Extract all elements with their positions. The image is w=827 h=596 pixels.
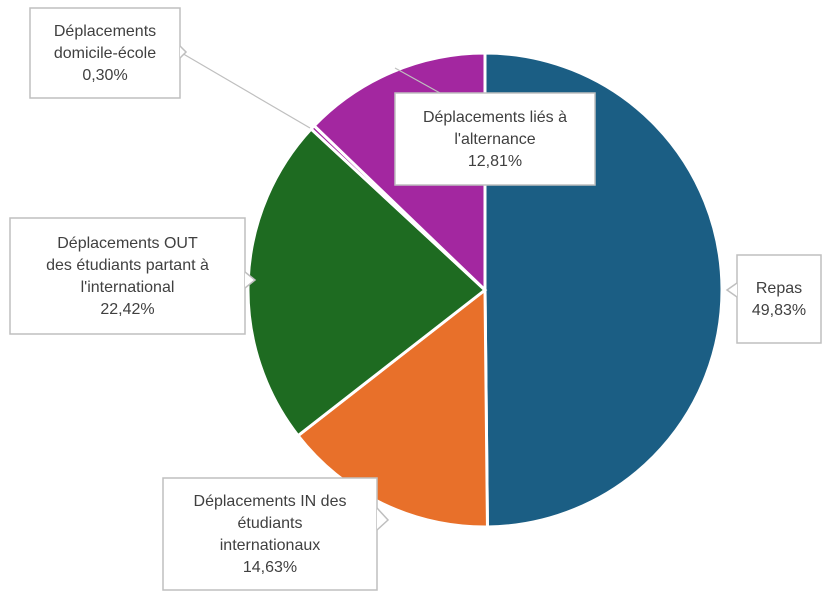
data-label-value: 49,83% — [752, 302, 806, 319]
callout-pointer — [725, 282, 738, 298]
data-label-category: domicile-école — [54, 45, 156, 62]
callout-box — [29, 7, 181, 99]
data-label-category: étudiants — [238, 515, 303, 532]
leader-line — [394, 67, 441, 94]
data-label-category: Repas — [756, 280, 802, 297]
data-label-callout: Déplacements domicile-école 0,30% — [29, 7, 181, 99]
leader-lines — [179, 51, 441, 129]
data-label-category: Déplacements — [54, 23, 156, 40]
data-label-callout: Déplacements OUT des étudiants partant à l… — [9, 217, 246, 335]
pie-slice — [295, 286, 489, 529]
data-label-callout: Repas 49,83% — [736, 254, 822, 344]
data-label-value: 14,63% — [243, 559, 297, 576]
callout-box — [394, 92, 596, 186]
data-label-callout: Déplacements IN des étudiants internationa… — [162, 477, 378, 591]
data-label-category: Déplacements OUT — [57, 235, 198, 252]
data-label-value: 0,30% — [82, 67, 127, 84]
data-label-category: internationaux — [220, 537, 321, 554]
data-label-category: l'alternance — [454, 131, 535, 148]
callout-pointer — [244, 271, 257, 289]
callout-box — [736, 254, 822, 344]
data-label-category: Déplacements liés à — [423, 109, 567, 126]
data-label-category: des étudiants partant à — [46, 257, 209, 274]
leader-line — [179, 51, 311, 129]
data-labels: Repas 49,83% Déplacements IN des étudiants i… — [9, 7, 822, 591]
callout-box — [9, 217, 246, 335]
data-label-value: 22,42% — [100, 301, 154, 318]
callout-pointer — [376, 507, 390, 531]
data-label-callout: Déplacements liés à l'alternance 12,81% — [394, 92, 596, 186]
data-label-category: l'international — [81, 279, 175, 296]
data-label-value: 12,81% — [468, 153, 522, 170]
callout-pointer — [179, 45, 188, 59]
data-label-category: Déplacements IN des — [194, 493, 347, 510]
callout-box — [162, 477, 378, 591]
